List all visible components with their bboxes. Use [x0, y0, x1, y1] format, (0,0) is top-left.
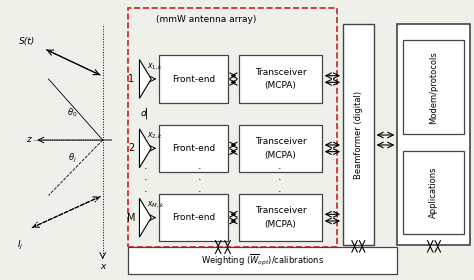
Bar: [403, 40, 464, 134]
Text: (MCPA): (MCPA): [264, 81, 297, 90]
Text: d: d: [141, 109, 146, 118]
Text: $x_{M,k}$: $x_{M,k}$: [147, 200, 164, 210]
Bar: [128, 247, 397, 274]
Text: (MCPA): (MCPA): [264, 220, 297, 229]
Text: Transceiver: Transceiver: [255, 137, 306, 146]
Text: $I_j$: $I_j$: [17, 239, 23, 252]
Text: x: x: [100, 262, 105, 271]
Text: ·
·
·: · · ·: [278, 164, 281, 197]
Polygon shape: [139, 198, 151, 237]
Bar: [128, 8, 337, 247]
Text: Transceiver: Transceiver: [255, 67, 306, 77]
Bar: [159, 194, 228, 241]
Text: 2: 2: [128, 143, 134, 153]
Text: Front-end: Front-end: [172, 74, 215, 83]
Bar: [239, 194, 322, 241]
Text: Front-end: Front-end: [172, 144, 215, 153]
Text: M: M: [127, 213, 135, 223]
Bar: [403, 151, 464, 234]
Text: $\theta_j$: $\theta_j$: [68, 151, 76, 165]
Bar: [397, 24, 470, 245]
Text: Weighting ($\overline{W}_{opt}$)/calibrations: Weighting ($\overline{W}_{opt}$)/calibra…: [201, 253, 324, 268]
Text: Applications: Applications: [429, 167, 438, 218]
Polygon shape: [139, 60, 151, 98]
Text: $x_{2,k}$: $x_{2,k}$: [147, 131, 164, 141]
Polygon shape: [139, 129, 151, 168]
Text: Front-end: Front-end: [172, 213, 215, 222]
Text: (MCPA): (MCPA): [264, 151, 297, 160]
Text: Beamformer (digital): Beamformer (digital): [354, 90, 363, 179]
Text: 1: 1: [128, 74, 134, 84]
Bar: [343, 24, 374, 245]
Text: Modem/protocols: Modem/protocols: [429, 51, 438, 124]
Bar: [159, 55, 228, 102]
Text: $\theta_0$: $\theta_0$: [67, 106, 77, 118]
Text: $x_{1,k}$: $x_{1,k}$: [147, 61, 164, 72]
Text: ·
·
·: · · ·: [143, 164, 147, 197]
Text: (mmW antenna array): (mmW antenna array): [156, 15, 256, 24]
Bar: [159, 125, 228, 172]
Text: Transceiver: Transceiver: [255, 206, 306, 215]
Bar: [239, 125, 322, 172]
Text: S(t): S(t): [19, 37, 36, 46]
Text: ·
·
·: · · ·: [198, 164, 201, 197]
Text: z: z: [27, 136, 31, 144]
Bar: [239, 55, 322, 102]
